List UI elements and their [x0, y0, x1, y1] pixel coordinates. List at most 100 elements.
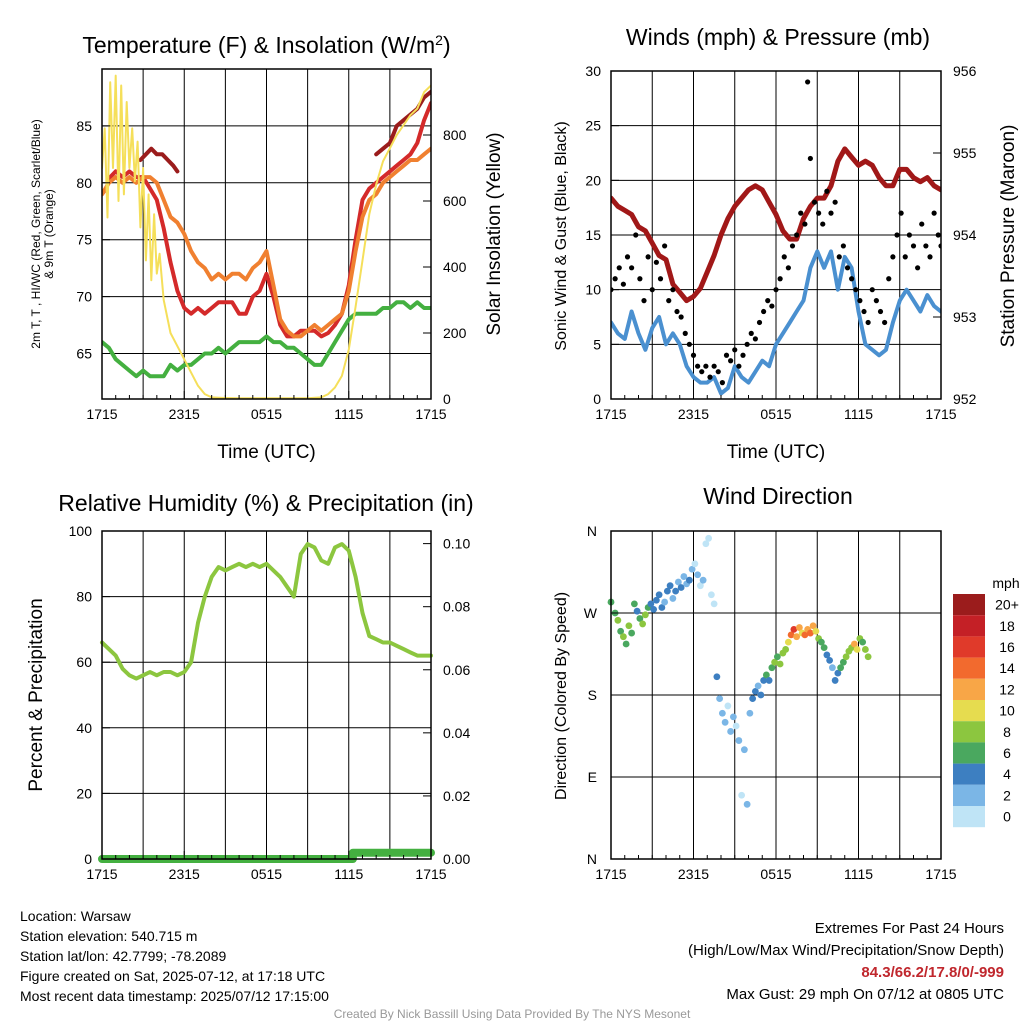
direction-point: [625, 622, 633, 630]
gust-point: [869, 287, 875, 293]
gust-point: [832, 199, 838, 205]
direction-point: [754, 682, 762, 690]
direction-point: [787, 631, 795, 639]
gust-point: [781, 254, 787, 260]
gust-point: [840, 243, 846, 249]
direction-point: [630, 600, 638, 608]
direction-point: [705, 534, 713, 542]
y2-axis-label: Solar Insolation (Yellow): [484, 132, 505, 335]
legend-label: 12: [999, 681, 1015, 697]
y2-tick-label: 600: [443, 193, 467, 209]
gust-point: [740, 352, 746, 358]
extremes-panel: Extremes For Past 24 Hours (High/Low/Max…: [688, 918, 1004, 1006]
y2-tick-label: 0.06: [443, 662, 470, 678]
gust-point: [807, 155, 813, 162]
direction-point: [809, 622, 817, 630]
gust-point: [612, 276, 618, 282]
y-tick-label: 70: [76, 289, 92, 305]
direction-point: [749, 695, 757, 703]
direction-point: [680, 573, 688, 580]
x-tick-label: 2315: [678, 406, 709, 422]
x-tick-label: 0515: [760, 406, 791, 422]
y-tick-label: 60: [76, 654, 92, 670]
direction-point: [746, 709, 754, 717]
gust-point: [849, 276, 855, 282]
gust-point: [756, 319, 763, 326]
gust-point: [666, 298, 672, 304]
gust-point: [853, 287, 859, 293]
legend-swatch: [953, 678, 985, 700]
direction-point: [661, 598, 669, 606]
gust-point: [624, 254, 631, 260]
gust-point: [857, 298, 863, 304]
direction-point: [696, 582, 704, 590]
series-line-heatindex: [138, 146, 180, 174]
y-tick-label: 10: [585, 282, 601, 298]
legend-label: 18: [999, 618, 1015, 634]
x-tick-label: 1715: [86, 866, 117, 882]
y-axis-label-line: & 9m T (Orange): [42, 189, 56, 279]
gust-point: [703, 363, 709, 369]
y-tick-label: 100: [69, 523, 93, 539]
direction-point: [820, 644, 828, 652]
y2-tick-label: 0.04: [443, 725, 470, 741]
y-tick-label: 30: [585, 63, 601, 79]
direction-point: [760, 677, 768, 684]
direction-point: [837, 664, 845, 672]
direction-point: [655, 591, 663, 599]
gust-point: [865, 319, 871, 326]
gust-point: [923, 243, 929, 249]
gust-point: [894, 232, 900, 238]
gust-point: [789, 243, 796, 249]
chart-title: Winds (mph) & Pressure (mb): [626, 24, 930, 50]
gust-point: [723, 352, 730, 358]
y-tick-label: 65: [76, 345, 92, 361]
x-tick-label: 1115: [844, 406, 873, 422]
chart-title: Relative Humidity (%) & Precipitation (i…: [58, 490, 473, 516]
direction-point: [853, 646, 861, 653]
gust-point: [728, 358, 734, 364]
chart-title: Temperature (F) & Insolation (W/m2): [82, 32, 450, 58]
x-tick-label: 1715: [415, 866, 446, 882]
legend-swatch: [953, 594, 985, 616]
legend-label: 10: [999, 703, 1015, 719]
direction-point: [641, 611, 649, 619]
y-axis-label: Sonic Wind & Gust (Blue, Black): [553, 121, 570, 350]
series-line-temp: [102, 101, 431, 339]
direction-point: [842, 653, 850, 661]
y-tick-label: 0: [593, 391, 601, 407]
gust-point: [844, 265, 851, 271]
series-line-temp9m: [102, 146, 431, 339]
y2-tick-label: 0.10: [443, 536, 470, 552]
y-tick-label: 25: [585, 118, 601, 134]
direction-point: [702, 540, 710, 548]
gust-point: [769, 303, 775, 309]
legend-label: 14: [999, 660, 1015, 676]
direction-point: [839, 658, 847, 666]
legend-swatch: [953, 763, 985, 785]
direction-point: [729, 713, 737, 721]
gust-point: [927, 254, 933, 260]
humidity-panel: 1715 2315 0515 1115 17150204060801000.000.02…: [26, 490, 474, 882]
y2-tick-label: 956: [953, 63, 977, 79]
direction-point: [732, 722, 740, 730]
direction-point: [828, 664, 836, 672]
x-tick-label: 2315: [169, 866, 200, 882]
direction-point: [861, 646, 869, 653]
legend-label: 16: [999, 639, 1015, 655]
direction-point: [773, 653, 781, 661]
series-line-wind: [611, 249, 941, 396]
chart-title: Wind Direction: [703, 483, 853, 509]
x-tick-label: 1715: [925, 866, 956, 882]
gust-point: [824, 188, 830, 194]
y-axis-label: 2m T, T , HI/WC (Red, Green, Scarlet/Blu…: [29, 119, 56, 348]
title-end: ): [443, 32, 451, 58]
recent-timestamp: Most recent data timestamp: 2025/07/12 1…: [20, 988, 329, 1004]
legend-label: 0: [1003, 809, 1011, 825]
gust-point: [836, 254, 842, 260]
direction-point: [762, 671, 770, 679]
direction-point: [727, 728, 735, 735]
x-tick-label: 0515: [251, 406, 282, 422]
direction-point: [776, 660, 784, 668]
